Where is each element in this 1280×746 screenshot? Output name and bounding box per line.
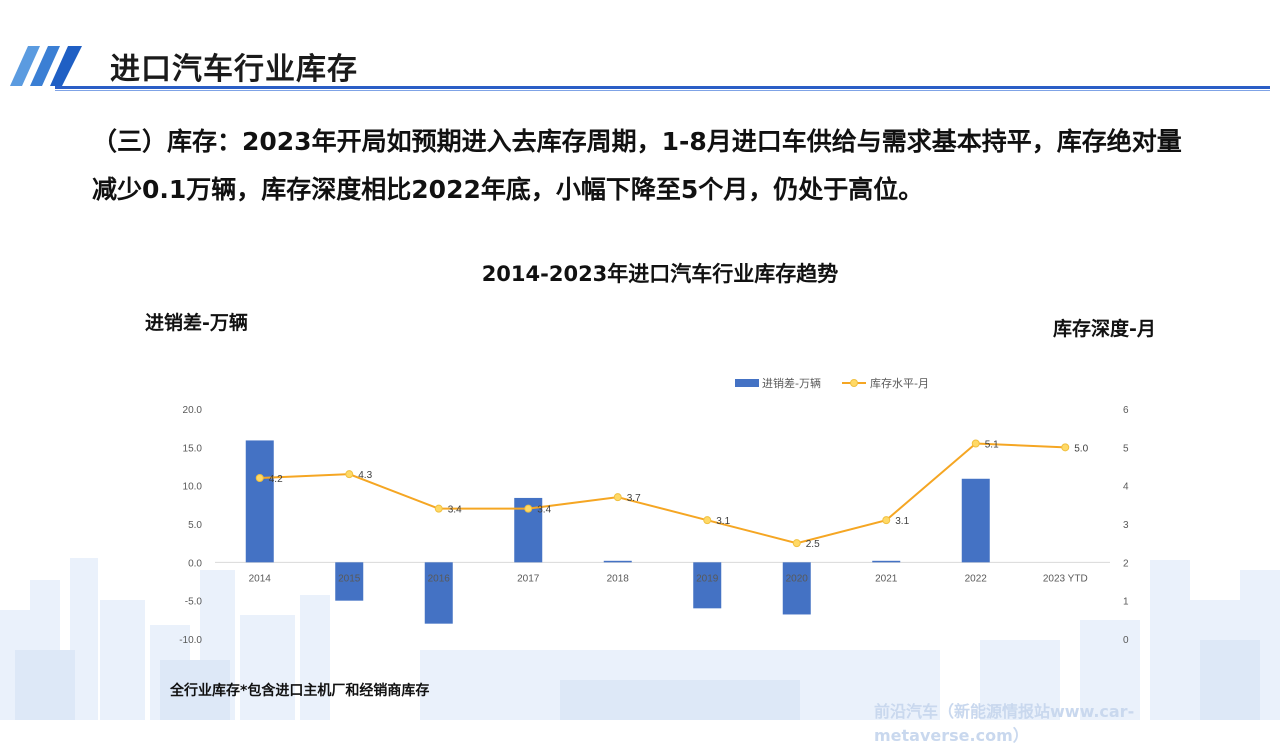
category-label: 2015 xyxy=(338,573,361,584)
right-axis-tick-label: 4 xyxy=(1123,482,1129,493)
legend-label-bar: 进销差-万辆 xyxy=(762,376,821,390)
line-data-label: 3.7 xyxy=(627,493,641,504)
bar-2021 xyxy=(872,560,901,563)
left-axis-title: 进销差-万辆 xyxy=(145,312,248,334)
right-axis-tick-label: 2 xyxy=(1123,558,1129,569)
bar-2015 xyxy=(335,562,364,601)
footnote: 全行业库存*包含进口主机厂和经销商库存 xyxy=(170,683,430,699)
watermark: 前沿汽车（新能源情报站www.car-metaverse.com） xyxy=(874,702,1135,745)
category-label: 2019 xyxy=(696,573,719,584)
line-data-label: 3.1 xyxy=(716,516,730,527)
category-label: 2022 xyxy=(965,573,988,584)
line-data-label: 3.1 xyxy=(895,516,909,527)
line-data-label: 4.3 xyxy=(358,470,372,481)
header-divider xyxy=(55,86,1270,89)
line-data-label: 2.5 xyxy=(806,539,820,550)
right-axis-tick-label: 5 xyxy=(1123,443,1129,454)
body-line-2: 减少0.1万辆，库存深度相比2022年底，小幅下降至5个月，仍处于高位。 xyxy=(92,175,924,204)
line-data-label: 4.2 xyxy=(269,474,283,485)
line-point-2016 xyxy=(434,504,443,513)
body-line-1: （三）库存：2023年开局如预期进入去库存周期，1-8月进口车供给与需求基本持平… xyxy=(92,127,1182,156)
line-point-2021 xyxy=(882,516,891,525)
right-axis-tick-label: 6 xyxy=(1123,405,1129,416)
right-axis-tick-label: 3 xyxy=(1123,520,1129,531)
category-label: 2017 xyxy=(517,573,540,584)
line-data-label: 5.0 xyxy=(1074,443,1088,454)
line-point-2023 YTD xyxy=(1061,443,1070,452)
bar-2016 xyxy=(424,562,453,624)
category-label: 2016 xyxy=(428,573,451,584)
right-axis-tick-label: 1 xyxy=(1123,597,1129,608)
left-axis-tick-label: 5.0 xyxy=(188,520,202,531)
chart-title: 2014-2023年进口汽车行业库存趋势 xyxy=(481,262,839,286)
header-divider-thin xyxy=(55,90,1270,91)
category-label: 2021 xyxy=(875,573,898,584)
category-label: 2018 xyxy=(607,573,630,584)
left-axis-tick-label: 15.0 xyxy=(183,443,203,454)
header-logo-stripes xyxy=(10,46,82,86)
right-axis-tick-label: 0 xyxy=(1123,635,1129,646)
line-point-2017 xyxy=(524,504,533,513)
bar-2014 xyxy=(245,440,274,563)
line-point-2022 xyxy=(971,439,980,448)
line-point-2019 xyxy=(703,516,712,525)
bar-2022 xyxy=(961,478,990,563)
bar-2018 xyxy=(603,560,632,563)
left-axis-tick-label: -5.0 xyxy=(185,597,203,608)
right-axis-title: 库存深度-月 xyxy=(1053,318,1156,340)
legend-label-line: 库存水平-月 xyxy=(870,376,929,390)
category-label: 2020 xyxy=(786,573,809,584)
line-data-label: 5.1 xyxy=(985,440,999,451)
bar-2020 xyxy=(782,562,811,615)
line-point-2018 xyxy=(613,493,622,502)
line-point-2014 xyxy=(255,474,264,482)
inventory-chart: 20.0 15.0 10.0 5.0 0.0 -5.0 -10.0 6 5 4 3 2 1 0 2014 20… xyxy=(179,376,1129,646)
category-label: 2014 xyxy=(249,573,272,584)
body-paragraph: （三）库存：2023年开局如预期进入去库存周期，1-8月进口车供给与需求基本持平… xyxy=(92,118,1242,214)
left-axis-tick-label: 20.0 xyxy=(183,405,203,416)
city-skyline-background xyxy=(0,558,1280,720)
line-point-2015 xyxy=(345,470,354,479)
left-axis-tick-label: 0.0 xyxy=(188,558,202,569)
inventory-level-line xyxy=(259,442,1066,545)
legend-swatch-bar xyxy=(735,379,759,387)
legend-marker-line xyxy=(850,379,858,387)
category-label: 2023 YTD xyxy=(1043,573,1088,584)
left-axis-tick-label: -10.0 xyxy=(179,635,202,646)
line-data-label: 3.4 xyxy=(448,505,462,516)
line-data-label: 3.4 xyxy=(537,505,551,516)
left-axis-tick-label: 10.0 xyxy=(183,482,203,493)
page-title: 进口汽车行业库存 xyxy=(110,52,358,87)
bar-2019 xyxy=(693,562,722,609)
line-point-2020 xyxy=(792,539,801,548)
